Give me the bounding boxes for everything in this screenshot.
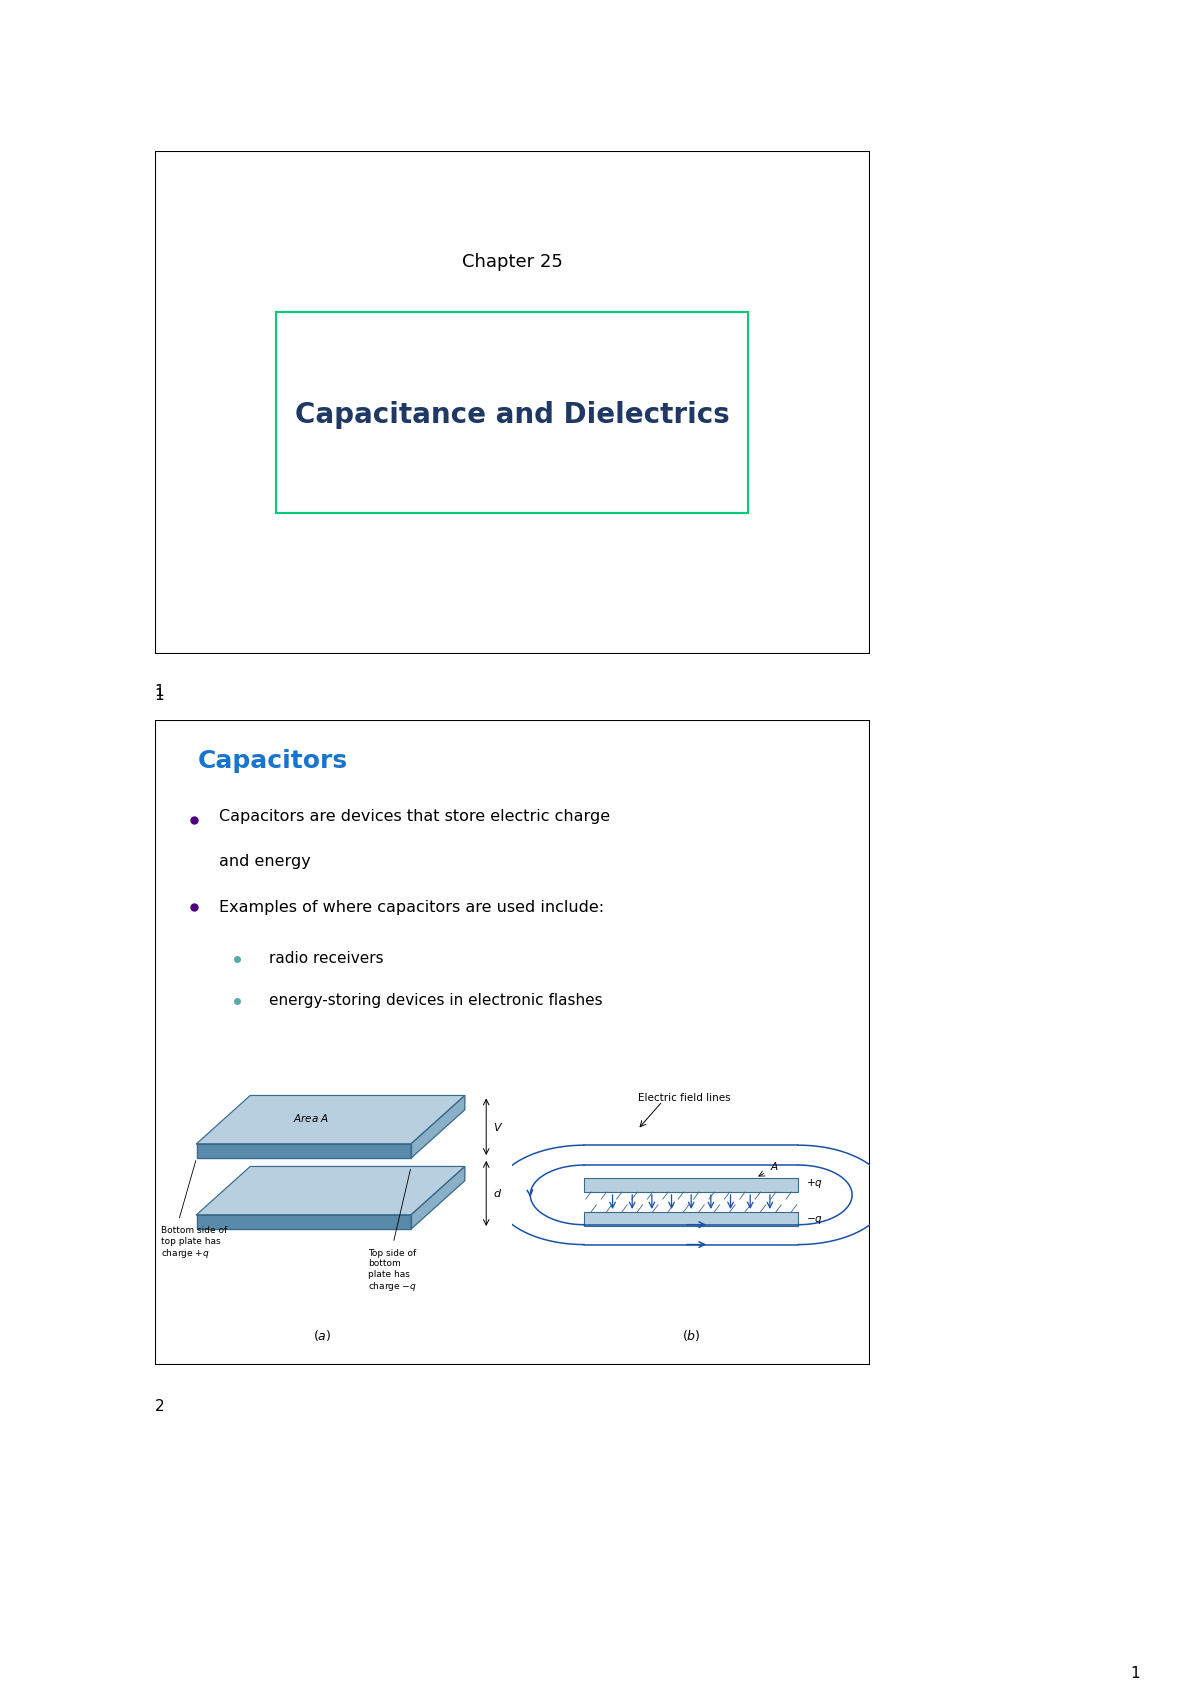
Polygon shape <box>412 1095 464 1158</box>
Text: 1: 1 <box>1130 1666 1140 1681</box>
Text: Examples of where capacitors are used include:: Examples of where capacitors are used in… <box>220 900 605 915</box>
Bar <box>584 1178 798 1192</box>
Text: $A$: $A$ <box>770 1160 779 1172</box>
Text: Area $A$: Area $A$ <box>293 1112 329 1124</box>
Text: $(b)$: $(b)$ <box>682 1328 701 1343</box>
Polygon shape <box>197 1167 464 1214</box>
Text: Bottom side of
top plate has
charge +$q$: Bottom side of top plate has charge +$q$ <box>161 1226 227 1260</box>
Text: $+q$: $+q$ <box>805 1177 822 1190</box>
Polygon shape <box>197 1144 412 1158</box>
Text: $V$: $V$ <box>493 1121 504 1133</box>
FancyBboxPatch shape <box>276 312 749 513</box>
Text: Chapter 25: Chapter 25 <box>462 253 563 270</box>
Text: radio receivers: radio receivers <box>269 951 384 966</box>
Text: energy-storing devices in electronic flashes: energy-storing devices in electronic fla… <box>269 993 602 1009</box>
Polygon shape <box>412 1167 464 1229</box>
Text: $-q$: $-q$ <box>805 1214 822 1226</box>
Text: $d$: $d$ <box>493 1187 503 1199</box>
Text: 2: 2 <box>155 1399 164 1414</box>
Text: 1: 1 <box>155 684 164 700</box>
Polygon shape <box>197 1214 412 1229</box>
Text: Capacitors are devices that store electric charge: Capacitors are devices that store electr… <box>220 810 611 824</box>
Text: Electric field lines: Electric field lines <box>637 1094 731 1102</box>
Text: Capacitance and Dielectrics: Capacitance and Dielectrics <box>295 401 730 430</box>
FancyBboxPatch shape <box>155 720 870 1365</box>
Polygon shape <box>197 1095 464 1144</box>
Bar <box>584 1212 798 1226</box>
Text: and energy: and energy <box>220 854 311 869</box>
Text: 1: 1 <box>155 688 164 703</box>
FancyBboxPatch shape <box>155 151 870 654</box>
Text: Top side of
bottom
plate has
charge $-q$: Top side of bottom plate has charge $-q$ <box>368 1248 418 1294</box>
Text: Capacitors: Capacitors <box>198 749 348 773</box>
Text: $(a)$: $(a)$ <box>312 1328 331 1343</box>
